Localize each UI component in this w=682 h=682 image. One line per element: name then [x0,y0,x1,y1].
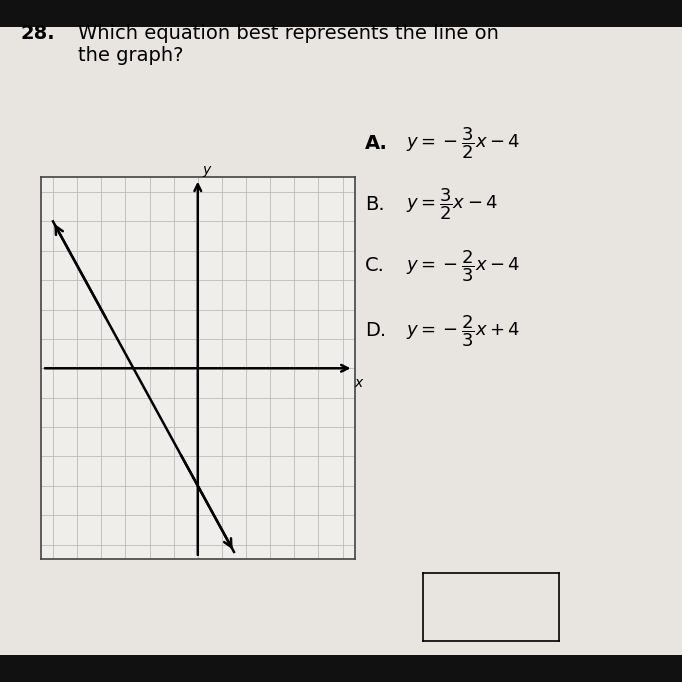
Text: $y = \dfrac{3}{2}x - 4$: $y = \dfrac{3}{2}x - 4$ [406,187,498,222]
Text: C.: C. [365,256,385,276]
Text: A.: A. [365,134,388,153]
Text: D.: D. [365,321,386,340]
Text: x: x [355,376,363,389]
Text: the graph?: the graph? [78,46,184,65]
Text: Which equation best represents the line on: Which equation best represents the line … [78,24,499,43]
Text: 28.: 28. [20,24,55,43]
Text: B.: B. [365,195,385,214]
Text: $y = -\dfrac{3}{2}x - 4$: $y = -\dfrac{3}{2}x - 4$ [406,125,520,161]
Text: $y = -\dfrac{2}{3}x + 4$: $y = -\dfrac{2}{3}x + 4$ [406,313,520,349]
Text: $y = -\dfrac{2}{3}x - 4$: $y = -\dfrac{2}{3}x - 4$ [406,248,520,284]
Text: y: y [202,163,210,177]
